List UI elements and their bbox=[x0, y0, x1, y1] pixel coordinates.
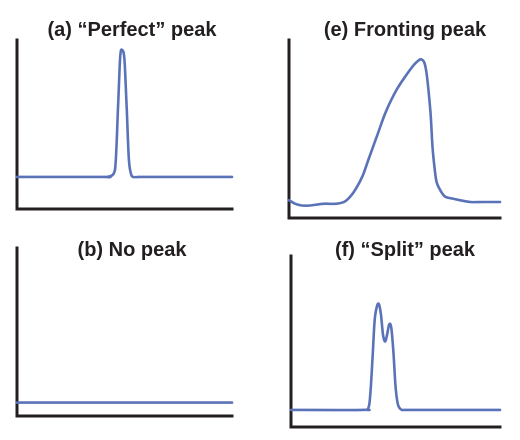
panel-title: (a) “Perfect” peak bbox=[48, 19, 218, 41]
series-line bbox=[289, 302, 502, 412]
panel-title: (b) No peak bbox=[78, 239, 188, 261]
panel-title: (e) Fronting peak bbox=[324, 19, 487, 41]
axis-lines bbox=[15, 38, 234, 211]
panel-fronting-peak: (e) Fronting peak bbox=[287, 19, 502, 220]
axis-lines bbox=[289, 254, 502, 429]
panel-title: (f) “Split” peak bbox=[335, 239, 476, 261]
panel-perfect-peak: (a) “Perfect” peak bbox=[15, 19, 234, 211]
series-line bbox=[287, 58, 502, 208]
axis-lines bbox=[15, 246, 234, 418]
axis-lines bbox=[287, 38, 502, 220]
panel-split-peak: (f) “Split” peak bbox=[289, 239, 502, 429]
panel-no-peak: (b) No peak bbox=[15, 239, 234, 418]
series-line bbox=[15, 48, 234, 179]
